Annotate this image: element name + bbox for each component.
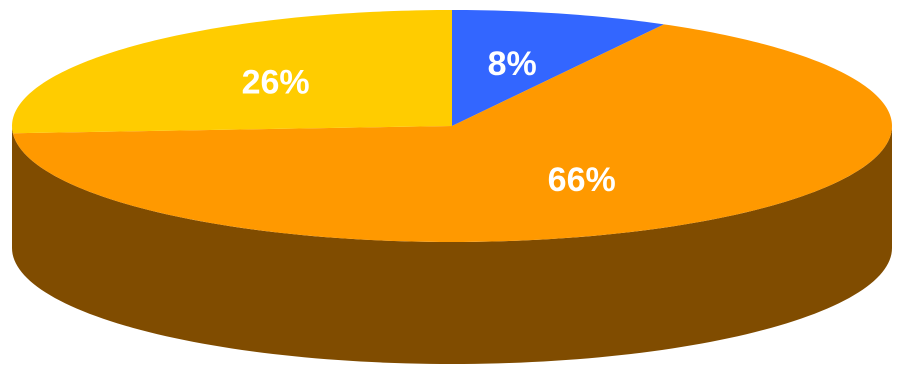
pie-slice-2 <box>12 10 452 134</box>
pie-slice-0 <box>452 10 664 126</box>
pie-side-wall <box>12 126 892 364</box>
pie-slice-label-2: 26% <box>242 63 310 101</box>
pie-labels-layer: 8% 66% 26% <box>242 45 616 199</box>
pie-top-layer <box>12 10 893 242</box>
pie-slice-label-0: 8% <box>488 45 537 83</box>
pie-slice-1 <box>12 24 893 242</box>
pie-side-layer <box>12 126 892 364</box>
pie-slice-label-1: 66% <box>548 161 616 199</box>
